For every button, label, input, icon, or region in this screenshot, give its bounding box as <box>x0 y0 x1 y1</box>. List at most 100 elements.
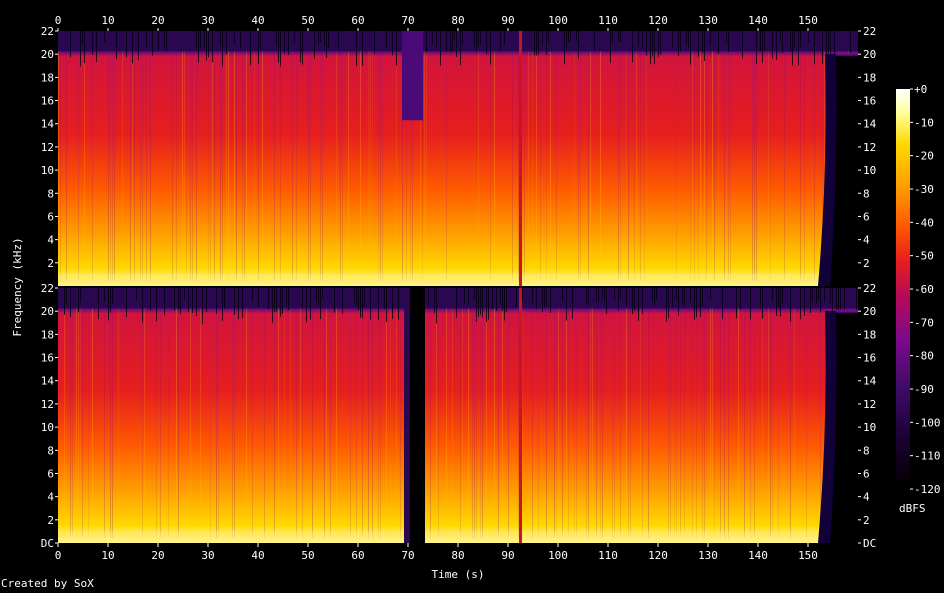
x-tick-label-bottom: 130 <box>698 549 718 562</box>
x-tick-label-bottom: 40 <box>251 549 264 562</box>
colorbar-tick-label: -120 <box>914 483 941 496</box>
x-tick-label-bottom: 80 <box>451 549 464 562</box>
spectrogram-channel-2 <box>58 288 858 543</box>
y-tick-label-left: 16 <box>41 95 54 108</box>
x-tick-label-bottom: 30 <box>201 549 214 562</box>
x-tick-label-top: 80 <box>451 14 464 27</box>
colorbar-tick-label: -110 <box>914 450 941 463</box>
y-tick-label-left: 2 <box>47 514 54 527</box>
vertical-line <box>519 288 522 543</box>
colorbar-tick-label: +0 <box>914 83 927 96</box>
x-tick-label-top: 40 <box>251 14 264 27</box>
y-tick-label-left: 14 <box>41 375 55 388</box>
silence-region <box>830 53 858 287</box>
credit-text: Created by SoX <box>1 577 94 590</box>
y-tick-label-left: 18 <box>41 71 54 84</box>
y-tick-label-left: 22 <box>41 25 54 38</box>
x-tick-label-top: 70 <box>401 14 414 27</box>
y-tick-label-right: 2 <box>863 257 870 270</box>
colorbar-tick-label: -80 <box>914 350 934 363</box>
x-tick-label-bottom: 110 <box>598 549 618 562</box>
x-tick-label-top: 20 <box>151 14 164 27</box>
colorbar-tick-label: -20 <box>914 150 934 163</box>
y-tick-label-left: 18 <box>41 328 54 341</box>
x-tick-label-top: 50 <box>301 14 314 27</box>
y-tick-label-left: 20 <box>41 305 54 318</box>
x-tick-label-top: 140 <box>748 14 768 27</box>
y-tick-label-left: 4 <box>47 234 54 247</box>
y-tick-label-right: 10 <box>863 164 876 177</box>
x-tick-label-bottom: 150 <box>798 549 818 562</box>
y-tick-label-left: 14 <box>41 118 55 131</box>
colorbar <box>896 89 910 489</box>
x-tick-label-top: 110 <box>598 14 618 27</box>
spectrogram-body <box>58 288 858 543</box>
y-tick-label-left: 20 <box>41 48 54 61</box>
y-tick-label-right: 6 <box>863 210 870 223</box>
x-tick-label-top: 0 <box>55 14 62 27</box>
y-tick-label-right: 14 <box>863 375 877 388</box>
y-tick-label-right: 6 <box>863 467 870 480</box>
y-tick-label-left: 4 <box>47 491 54 504</box>
y-tick-label-right: 10 <box>863 421 876 434</box>
y-tick-label-right: 12 <box>863 398 876 411</box>
x-tick-label-bottom: 60 <box>351 549 364 562</box>
x-tick-label-top: 100 <box>548 14 568 27</box>
x-tick-label-bottom: 70 <box>401 549 414 562</box>
gap-edge <box>404 288 410 543</box>
y-tick-label-right: 4 <box>863 234 870 247</box>
y-tick-label-right: 8 <box>863 444 870 457</box>
high-band <box>58 31 858 52</box>
x-tick-label-top: 10 <box>101 14 114 27</box>
colorbar-tick-label: -100 <box>914 416 941 429</box>
x-tick-label-top: 90 <box>501 14 514 27</box>
colorbar-tick-label: -30 <box>914 183 934 196</box>
y-tick-label-right: 8 <box>863 187 870 200</box>
colorbar-tick-label: -60 <box>914 283 934 296</box>
y-tick-label-right: 20 <box>863 48 876 61</box>
x-tick-label-top: 60 <box>351 14 364 27</box>
x-tick-label-bottom: 140 <box>748 549 768 562</box>
gap-region <box>410 288 425 543</box>
y-tick-label-left: 10 <box>41 421 54 434</box>
x-tick-label-bottom: 0 <box>55 549 62 562</box>
y-tick-label-right: 20 <box>863 305 876 318</box>
y-tick-label-left: 12 <box>41 398 54 411</box>
y-tick-label-left: 22 <box>41 282 54 295</box>
x-tick-label-top: 130 <box>698 14 718 27</box>
y-tick-label-left: 6 <box>47 467 54 480</box>
x-tick-label-bottom: 120 <box>648 549 668 562</box>
colorbar-tick-label: -90 <box>914 383 934 396</box>
y-tick-label-right: 18 <box>863 71 876 84</box>
y-tick-label-right: 22 <box>863 282 876 295</box>
y-tick-label-right: 14 <box>863 118 877 131</box>
y-tick-label-left: 10 <box>41 164 54 177</box>
low-band <box>58 274 858 286</box>
colorbar-tick-label: -50 <box>914 250 934 263</box>
y-tick-label-left: DC <box>41 537 54 550</box>
colorbar-tick-label: -10 <box>914 116 934 129</box>
y-tick-label-right: 16 <box>863 352 876 365</box>
y-tick-label-left: 2 <box>47 257 54 270</box>
y-tick-label-right: 16 <box>863 95 876 108</box>
colorbar-tick-label: -40 <box>914 216 934 229</box>
y-tick-label-right: 2 <box>863 514 870 527</box>
x-tick-label-bottom: 20 <box>151 549 164 562</box>
y-tick-label-right: 12 <box>863 141 876 154</box>
y-tick-label-left: 12 <box>41 141 54 154</box>
y-tick-label-left: 6 <box>47 210 54 223</box>
y-tick-label-right: 22 <box>863 25 876 38</box>
gap-region <box>402 31 423 121</box>
y-axis-title: Frequency (kHz) <box>11 237 24 336</box>
x-tick-label-bottom: 50 <box>301 549 314 562</box>
x-tick-label-top: 120 <box>648 14 668 27</box>
silence-region <box>830 310 858 543</box>
spectrogram-channel-1 <box>58 31 858 287</box>
y-tick-label-left: 8 <box>47 187 54 200</box>
x-tick-label-bottom: 90 <box>501 549 514 562</box>
y-tick-label-right: 18 <box>863 328 876 341</box>
colorbar-tick-label: -70 <box>914 316 934 329</box>
x-axis-title: Time (s) <box>432 568 485 581</box>
y-tick-label-right: DC <box>863 537 876 550</box>
